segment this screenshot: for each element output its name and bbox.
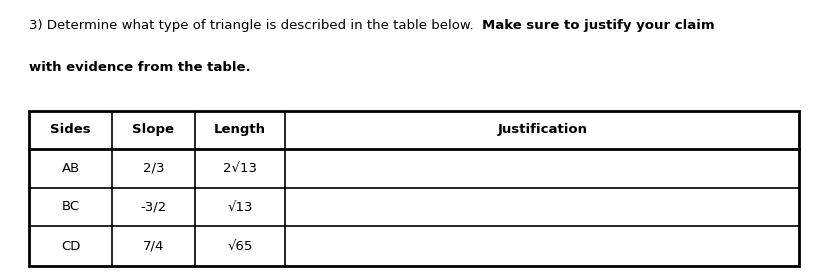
Text: -3/2: -3/2	[140, 201, 166, 214]
Text: BC: BC	[61, 201, 79, 214]
Text: AB: AB	[61, 162, 79, 175]
Text: Length: Length	[213, 123, 265, 136]
Text: Make sure to justify your claim: Make sure to justify your claim	[481, 19, 714, 32]
Text: Slope: Slope	[132, 123, 174, 136]
Text: with evidence from the table.: with evidence from the table.	[29, 61, 251, 74]
Text: 3) Determine what type of triangle is described in the table below.: 3) Determine what type of triangle is de…	[29, 19, 481, 32]
Text: CD: CD	[61, 240, 80, 253]
Text: √13: √13	[227, 201, 252, 214]
Text: Sides: Sides	[50, 123, 91, 136]
Text: 7/4: 7/4	[142, 240, 164, 253]
Text: √65: √65	[227, 240, 252, 253]
Text: Justification: Justification	[496, 123, 586, 136]
Text: 2/3: 2/3	[142, 162, 164, 175]
Text: 2√13: 2√13	[222, 162, 256, 175]
